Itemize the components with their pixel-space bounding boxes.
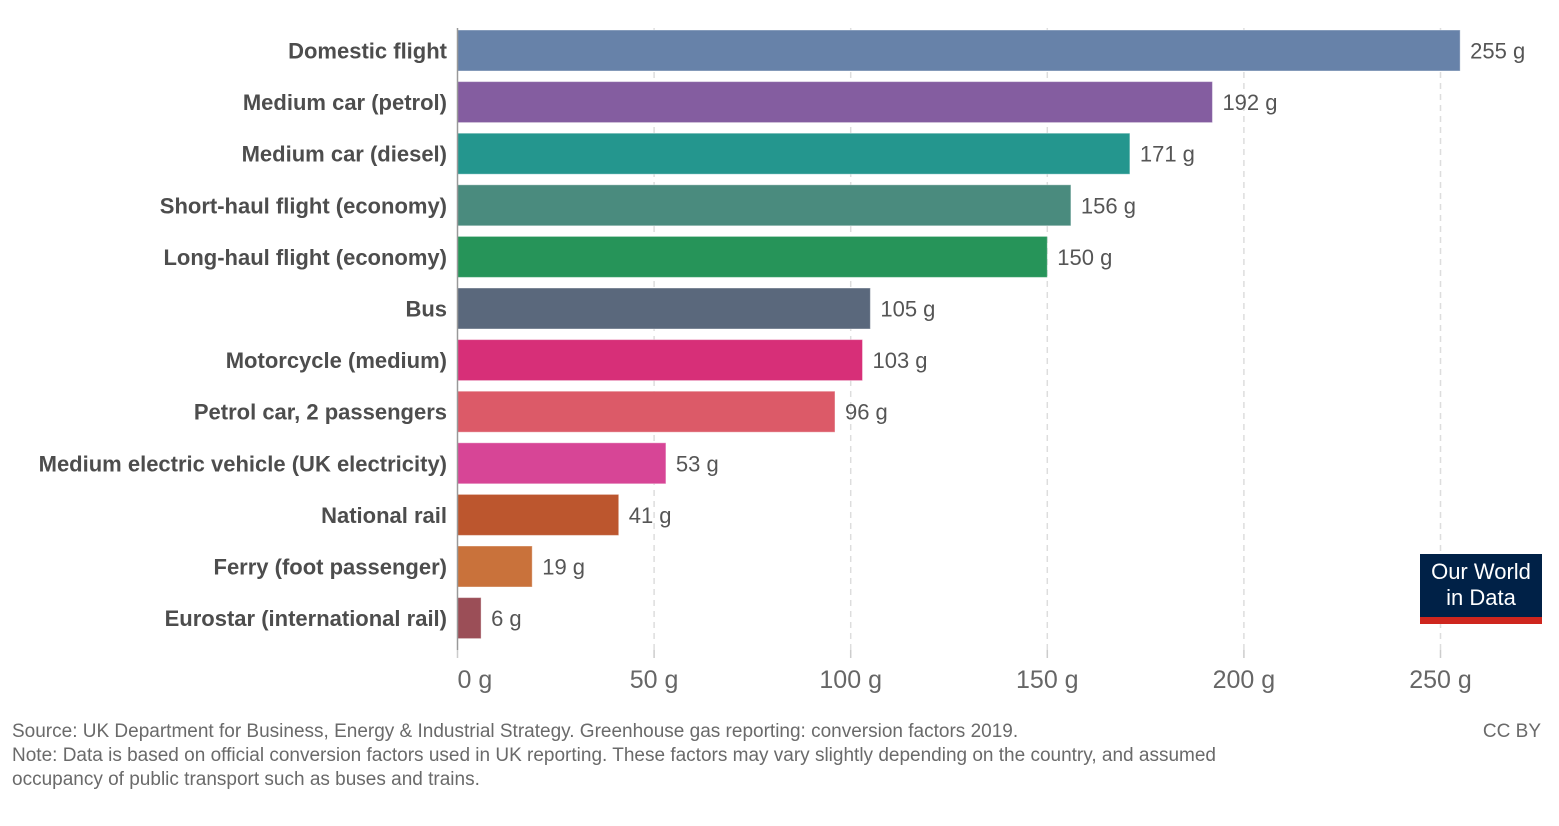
x-tick-label: 250 g xyxy=(1409,666,1472,694)
category-label: Medium car (petrol) xyxy=(243,90,447,115)
bar[interactable] xyxy=(457,339,863,382)
value-label: 96 g xyxy=(845,400,888,425)
value-label: 192 g xyxy=(1222,90,1277,115)
bar[interactable] xyxy=(457,287,871,330)
bar[interactable] xyxy=(457,132,1131,175)
bar[interactable] xyxy=(457,493,620,536)
category-labels: Domestic flight Medium car (petrol) Medium… xyxy=(39,39,448,632)
category-label: Short-haul flight (economy) xyxy=(160,193,447,218)
category-label: Medium car (diesel) xyxy=(242,142,447,167)
category-label: Petrol car, 2 passengers xyxy=(194,400,447,425)
bar[interactable] xyxy=(457,235,1048,278)
bar[interactable] xyxy=(457,81,1213,124)
logo-accent-bar xyxy=(1420,617,1542,624)
category-label: Medium electric vehicle (UK electricity) xyxy=(39,451,447,476)
category-label: Ferry (foot passenger) xyxy=(214,555,448,580)
bar[interactable] xyxy=(457,442,667,485)
value-label: 103 g xyxy=(872,348,927,373)
bar-chart: Domestic flight Medium car (petrol) Medium… xyxy=(39,28,1525,694)
license-link[interactable]: CC BY xyxy=(1482,721,1541,742)
x-tick-label: 150 g xyxy=(1016,666,1079,694)
logo-line-1: Our World xyxy=(1431,559,1531,584)
bar[interactable] xyxy=(457,184,1072,227)
category-label: Long-haul flight (economy) xyxy=(163,245,447,270)
value-label: 255 g xyxy=(1470,39,1525,64)
value-label: 53 g xyxy=(676,451,719,476)
grid-lines xyxy=(653,28,1442,655)
category-label: Motorcycle (medium) xyxy=(226,348,447,373)
logo-line-2: in Data xyxy=(1446,585,1516,610)
category-label: Domestic flight xyxy=(288,39,448,64)
category-label: Bus xyxy=(405,297,447,322)
x-axis-ticks: 0 g 50 g 100 g 150 g 200 g 250 g xyxy=(456,650,1472,694)
bar[interactable] xyxy=(457,545,533,588)
category-label: National rail xyxy=(321,503,447,528)
value-labels: 255 g 192 g 171 g 156 g 150 g 105 g 103 g 96 g 5… xyxy=(491,39,1525,632)
value-label: 19 g xyxy=(542,555,585,580)
chart-footer: Source: UK Department for Business, Ener… xyxy=(12,720,1412,792)
value-label: 105 g xyxy=(880,297,935,322)
x-tick-label: 0 g xyxy=(458,666,493,694)
x-tick-label: 200 g xyxy=(1213,666,1276,694)
x-tick-label: 50 g xyxy=(630,666,679,694)
value-label: 171 g xyxy=(1140,142,1195,167)
value-label: 156 g xyxy=(1081,193,1136,218)
note-text: Note: Data is based on official conversi… xyxy=(12,745,1216,790)
owid-logo[interactable]: Our World in Data xyxy=(1420,554,1542,624)
value-label: 6 g xyxy=(491,606,522,631)
value-label: 41 g xyxy=(629,503,672,528)
logo-text: Our World in Data xyxy=(1420,559,1542,611)
bars xyxy=(457,29,1461,640)
x-tick-label: 100 g xyxy=(819,666,882,694)
bar[interactable] xyxy=(457,597,482,640)
bar[interactable] xyxy=(457,390,836,433)
value-label: 150 g xyxy=(1057,245,1112,270)
category-label: Eurostar (international rail) xyxy=(165,606,447,631)
bar[interactable] xyxy=(457,29,1461,72)
source-text: Source: UK Department for Business, Ener… xyxy=(12,721,1019,742)
